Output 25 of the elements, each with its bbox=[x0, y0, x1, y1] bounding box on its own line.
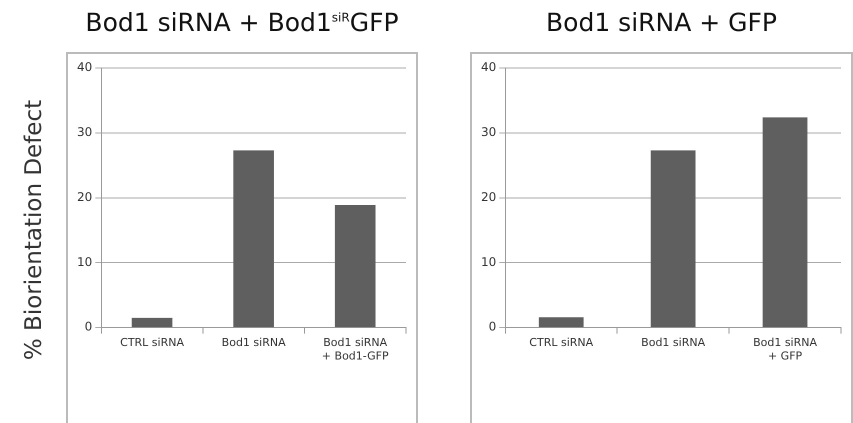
y-axis-title: % Biorientation Defect bbox=[21, 100, 47, 360]
bar bbox=[132, 318, 172, 328]
x-tick-label: CTRL siRNA bbox=[120, 336, 184, 350]
bar bbox=[538, 317, 584, 328]
y-tick-label: 40 bbox=[480, 60, 496, 74]
y-tick-label: 40 bbox=[76, 60, 92, 74]
x-tick-label: Bod1 siRNA bbox=[641, 336, 706, 350]
x-tick-label: Bod1 siRNA + GFP bbox=[753, 336, 818, 362]
y-tick-label: 0 bbox=[488, 320, 496, 334]
x-tick-label: Bod1 siRNA + Bod1-GFP bbox=[322, 336, 389, 362]
chart-title: Bod1 siRNA + Bod1$^{siR}$GFP bbox=[84, 8, 400, 37]
bar bbox=[233, 150, 274, 328]
y-tick-label: 30 bbox=[76, 125, 92, 140]
bar bbox=[762, 117, 808, 328]
y-tick-label: 20 bbox=[480, 190, 496, 204]
y-tick-label: 20 bbox=[76, 190, 92, 204]
bar bbox=[650, 150, 696, 328]
chart-title: Bod1 siRNA + GFP bbox=[545, 8, 778, 37]
y-tick-label: 10 bbox=[480, 254, 496, 269]
y-tick-label: 30 bbox=[480, 125, 496, 140]
y-tick-label: 10 bbox=[76, 254, 92, 269]
bar bbox=[334, 204, 376, 328]
x-tick-label: Bod1 siRNA bbox=[222, 336, 286, 350]
x-tick-label: CTRL siRNA bbox=[529, 336, 594, 350]
y-tick-label: 0 bbox=[84, 320, 92, 334]
